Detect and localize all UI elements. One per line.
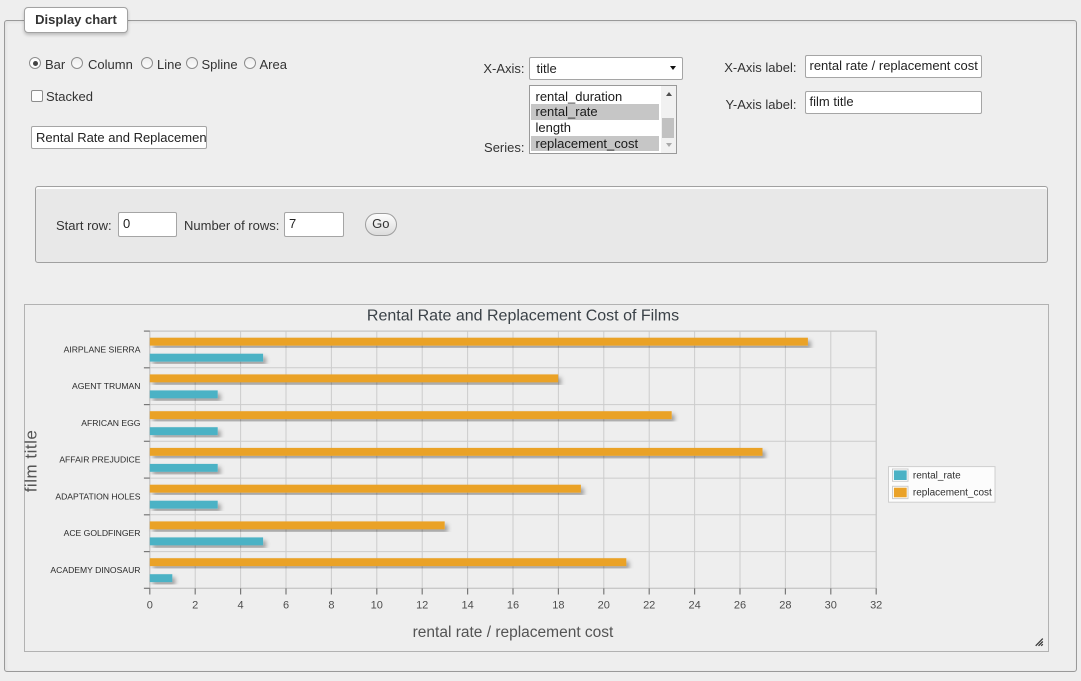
svg-text:0: 0 — [147, 600, 153, 612]
svg-text:18: 18 — [552, 600, 564, 612]
svg-text:AGENT TRUMAN: AGENT TRUMAN — [72, 381, 140, 391]
svg-text:4: 4 — [238, 600, 244, 612]
svg-text:28: 28 — [779, 600, 791, 612]
svg-text:10: 10 — [371, 600, 383, 612]
svg-text:22: 22 — [643, 600, 655, 612]
svg-text:24: 24 — [688, 600, 700, 612]
svg-text:Rental Rate and Replacement Co: Rental Rate and Replacement Cost of Film… — [367, 308, 679, 325]
svg-text:26: 26 — [734, 600, 746, 612]
svg-text:ACADEMY DINOSAUR: ACADEMY DINOSAUR — [50, 565, 140, 575]
svg-text:8: 8 — [328, 600, 334, 612]
svg-text:ACE GOLDFINGER: ACE GOLDFINGER — [64, 528, 141, 538]
svg-text:rental_rate: rental_rate — [913, 470, 961, 481]
svg-text:replacement_cost: replacement_cost — [913, 488, 992, 499]
svg-text:rental rate / replacement cost: rental rate / replacement cost — [413, 624, 614, 641]
svg-text:14: 14 — [461, 600, 473, 612]
svg-text:AIRPLANE SIERRA: AIRPLANE SIERRA — [64, 345, 141, 355]
svg-text:film title: film title — [24, 430, 41, 493]
svg-text:16: 16 — [507, 600, 519, 612]
svg-text:32: 32 — [870, 600, 882, 612]
svg-text:20: 20 — [598, 600, 610, 612]
svg-text:6: 6 — [283, 600, 289, 612]
svg-text:AFFAIR PREJUDICE: AFFAIR PREJUDICE — [59, 455, 140, 465]
svg-text:AFRICAN EGG: AFRICAN EGG — [81, 418, 141, 428]
svg-text:ADAPTATION HOLES: ADAPTATION HOLES — [55, 491, 140, 501]
svg-text:12: 12 — [416, 600, 428, 612]
svg-text:2: 2 — [192, 600, 198, 612]
svg-text:30: 30 — [825, 600, 837, 612]
